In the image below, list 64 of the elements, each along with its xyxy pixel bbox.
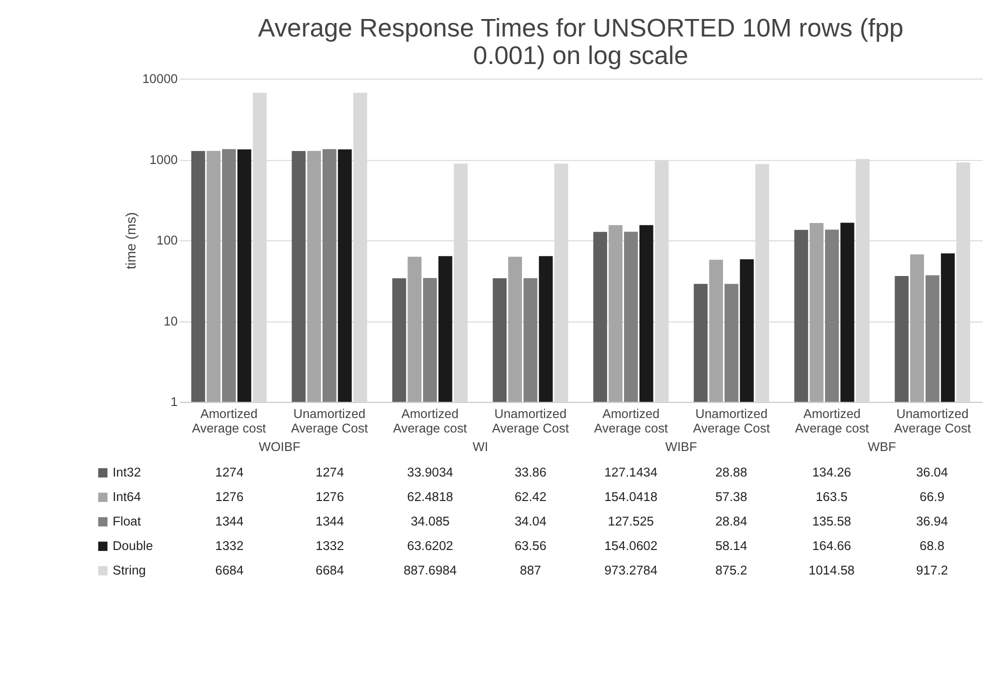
data-label: 28.88	[715, 464, 748, 480]
x-tick-label: Amortized Average cost	[192, 406, 266, 436]
data-label: 154.0418	[604, 489, 658, 504]
data-label: 36.04	[916, 464, 948, 480]
data-label: 127.1434	[604, 464, 658, 480]
data-label: 6684	[316, 562, 344, 578]
data-label: 1274	[316, 464, 344, 480]
data-label: 62.42	[514, 489, 546, 504]
text: WBF	[868, 438, 896, 454]
data-label: 34.085	[410, 514, 450, 529]
data-label: 28.84	[715, 514, 748, 529]
data-label: 973.2784	[604, 562, 658, 578]
data-label: 1276	[215, 489, 244, 504]
data-label: 887.6984	[404, 562, 457, 578]
data-label: 1274	[215, 464, 244, 480]
y-tick-label: 100	[156, 232, 178, 248]
data-label: 875.2	[715, 562, 748, 578]
text: WI	[472, 438, 488, 454]
data-label: 1344	[215, 514, 244, 529]
text: WIBF	[665, 438, 698, 454]
data-label: 58.14	[715, 538, 748, 554]
data-label: 1344	[316, 514, 344, 529]
data-label: 33.86	[514, 464, 546, 480]
text: WOIBF	[258, 438, 301, 454]
legend-label: Float	[112, 514, 142, 529]
x-tick-label: Unamortized Average Cost	[291, 406, 368, 436]
data-label: 1332	[215, 538, 244, 554]
x-tick-label: Unamortized Average Cost	[693, 406, 770, 436]
legend-label: Int64	[112, 489, 141, 504]
legend-label: String	[112, 562, 146, 578]
legend-label: Double	[112, 538, 153, 554]
x-tick-label: Amortized Average cost	[392, 406, 468, 436]
data-label: 1276	[316, 489, 344, 504]
y-tick-label: 1	[170, 394, 178, 410]
legend-label: Int32	[112, 464, 141, 480]
x-tick-label: Amortized Average cost	[594, 406, 668, 436]
data-label: 6684	[215, 562, 244, 578]
y-axis-title: time (ms)	[123, 212, 138, 270]
data-label: 33.9034	[407, 464, 454, 480]
y-tick-label: 1000	[149, 152, 178, 167]
data-label: 154.0602	[604, 538, 658, 554]
data-label: 917.2	[916, 562, 948, 578]
data-label: 66.9	[920, 489, 944, 504]
data-label: 127.525	[608, 514, 654, 529]
x-tick-label: Unamortized Average Cost	[492, 406, 570, 436]
data-label: 62.4818	[407, 489, 454, 504]
y-tick-label: 10	[164, 313, 178, 328]
data-label: 134.26	[812, 464, 852, 480]
x-tick-label: Amortized Average cost	[794, 406, 870, 436]
data-label: 63.6202	[407, 538, 454, 554]
data-label: 163.5	[816, 489, 848, 504]
y-tick-label: 10000	[142, 71, 178, 86]
data-label: 1014.58	[808, 562, 855, 578]
data-label: 63.56	[514, 538, 546, 554]
data-label: 164.66	[812, 538, 852, 554]
data-label: 57.38	[715, 489, 748, 504]
data-label: 36.94	[916, 514, 948, 529]
x-tick-label: Unamortized Average Cost	[894, 406, 972, 436]
data-label: 34.04	[514, 514, 546, 529]
data-label: 887	[520, 562, 542, 578]
data-label: 68.8	[920, 538, 944, 554]
chart-title: Average Response Times for UNSORTED 10M rows (fpp 0.001) on log scale	[258, 14, 904, 70]
data-label: 1332	[316, 538, 344, 554]
data-label: 135.58	[812, 514, 852, 529]
